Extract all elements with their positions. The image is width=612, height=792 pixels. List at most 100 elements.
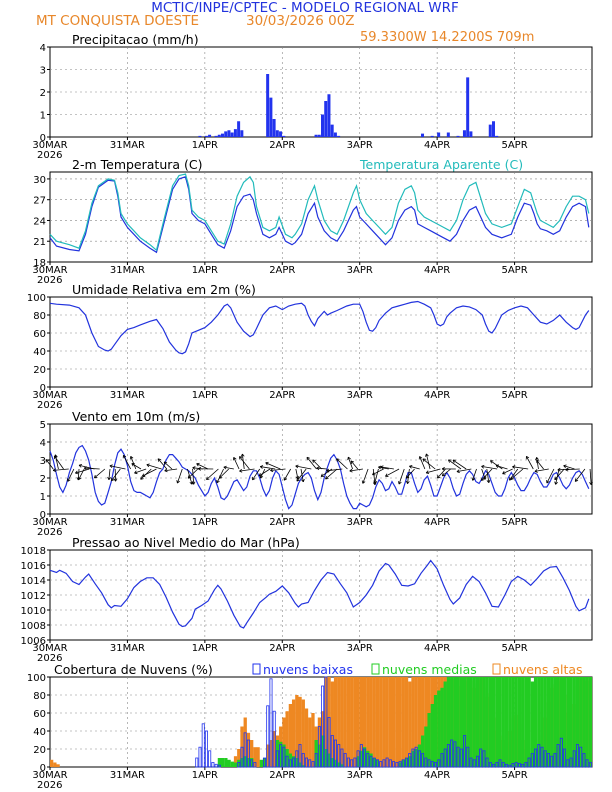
wind-arrow-head xyxy=(83,466,87,471)
cloud-bar-mid xyxy=(466,677,470,767)
cloud-bar-high xyxy=(233,756,238,767)
x-year-label: 2026 xyxy=(37,780,62,791)
panel-4: 0 1 2 3 4 5 30MAR 31MAR 1APR 2APR 3APR 4APR 5APR 2026… xyxy=(32,409,593,538)
cloud-bar-mid xyxy=(401,759,405,767)
x-tick-label: 2APR xyxy=(269,390,295,401)
wind-arrow-head xyxy=(109,464,113,469)
cloud-bar-mid xyxy=(330,758,334,767)
cloud-bar-low xyxy=(340,748,344,768)
cloud-bar-low xyxy=(417,750,421,768)
y-tick-label: 2 xyxy=(40,474,46,485)
cloud-bar-low xyxy=(314,753,318,768)
cloud-bar-high xyxy=(414,677,418,767)
wind-arrow xyxy=(378,466,389,470)
wind-arrow-head xyxy=(113,478,118,482)
cloud-bar-low xyxy=(446,744,450,768)
cloud-bar-low xyxy=(311,761,315,768)
wind-arrow-head xyxy=(52,468,56,473)
wind-arrow-head xyxy=(312,459,316,463)
legend-swatch xyxy=(492,663,501,675)
wind-arrow-head xyxy=(146,463,150,468)
cloud-bar-mid xyxy=(501,677,505,767)
wind-arrow-head xyxy=(557,467,561,472)
panel-title: Pressao ao Nivel Medio do Mar (hPa) xyxy=(72,535,300,550)
wind-arrow-head xyxy=(437,475,441,479)
wind-arrow-head xyxy=(589,481,593,485)
cloud-bar-high xyxy=(56,764,60,767)
wind-arrow-head xyxy=(301,478,305,483)
cloud-bar-high xyxy=(366,677,370,767)
wind-arrow xyxy=(54,455,64,470)
cloud-bar-high xyxy=(411,677,415,767)
cloud-bar-low xyxy=(327,717,331,768)
cloud-bar-low xyxy=(440,753,444,768)
cloud-bar-low xyxy=(279,744,283,768)
precip-bar xyxy=(333,132,337,137)
y-tick-label: 1008 xyxy=(21,621,46,632)
y-tick-label: 3 xyxy=(40,456,46,467)
wind-arrow xyxy=(109,465,126,470)
x-tick-label: 1APR xyxy=(192,643,218,654)
wind-arrow-head xyxy=(320,473,325,477)
wind-arrow xyxy=(422,458,436,470)
cloud-bar-mid xyxy=(398,762,402,767)
wind-arrow-head xyxy=(510,476,515,480)
legend-swatch xyxy=(371,663,380,675)
precip-bar xyxy=(279,131,283,137)
precip-bar xyxy=(337,135,341,137)
wind-arrow xyxy=(54,454,59,470)
wind-arrow xyxy=(407,468,410,484)
wind-arrow-head xyxy=(525,455,530,460)
wind-arrow-head xyxy=(265,461,269,466)
cloud-bar-mid xyxy=(546,677,551,767)
wind-arrow xyxy=(300,468,304,482)
wind-arrow-head xyxy=(495,464,500,469)
wind-arrow xyxy=(260,466,276,470)
wind-arrow xyxy=(131,463,142,470)
wind-arrow xyxy=(398,468,405,485)
wind-arrow-head xyxy=(418,456,423,460)
wind-arrow xyxy=(176,468,183,484)
cloud-bar-mid xyxy=(404,758,409,767)
cloud-bar-mid xyxy=(553,677,557,767)
cloud-bar-low xyxy=(524,762,528,768)
y-tick-label: 2 xyxy=(40,88,46,99)
y-tick-label: 1 xyxy=(40,111,46,122)
precip-bar xyxy=(272,119,276,137)
wind-arrow-head xyxy=(422,458,426,462)
cloud-bar-mid xyxy=(521,677,525,767)
cloud-bar-high xyxy=(308,717,312,767)
cloud-bar-low xyxy=(437,759,441,768)
wind-arrow-head xyxy=(140,476,144,480)
wind-arrow xyxy=(512,466,529,470)
wind-arrow xyxy=(219,468,230,479)
cloud-bar-high xyxy=(288,704,293,767)
wind-arrow-head xyxy=(554,481,558,485)
wind-arrow xyxy=(157,458,168,470)
wind-arrow-head xyxy=(565,467,569,472)
x-year-label: 2026 xyxy=(37,653,62,664)
cloud-bar-mid xyxy=(588,677,593,767)
wind-arrow xyxy=(554,468,565,480)
legend-label: nuvens baixas xyxy=(263,662,353,677)
cloud-bar-mid xyxy=(482,677,486,767)
wind-arrow-head xyxy=(157,458,162,462)
y-tick-label: 20 xyxy=(33,745,46,756)
cloud-bar-mid xyxy=(246,758,251,767)
panel-3: 0 20 40 60 80 100 30MAR 31MAR 1APR 2APR 3APR 4APR 5A… xyxy=(27,282,593,411)
wind-arrow xyxy=(362,468,369,484)
cloud-bar-mid xyxy=(585,677,589,767)
wind-arrow-head xyxy=(480,477,485,481)
precip-bar xyxy=(220,133,224,137)
cloud-bar-high xyxy=(359,677,364,767)
cloud-bar-mid xyxy=(417,744,422,767)
wind-arrow xyxy=(456,468,472,473)
y-tick-label: 1006 xyxy=(21,636,46,647)
cloud-bar-mid xyxy=(491,677,496,767)
cloud-bar-low xyxy=(530,753,534,768)
cloud-bar-low xyxy=(285,755,289,768)
cloud-bar-high xyxy=(401,677,405,767)
cloud-bar-low xyxy=(527,757,531,768)
cloud-bar-mid xyxy=(298,762,302,767)
